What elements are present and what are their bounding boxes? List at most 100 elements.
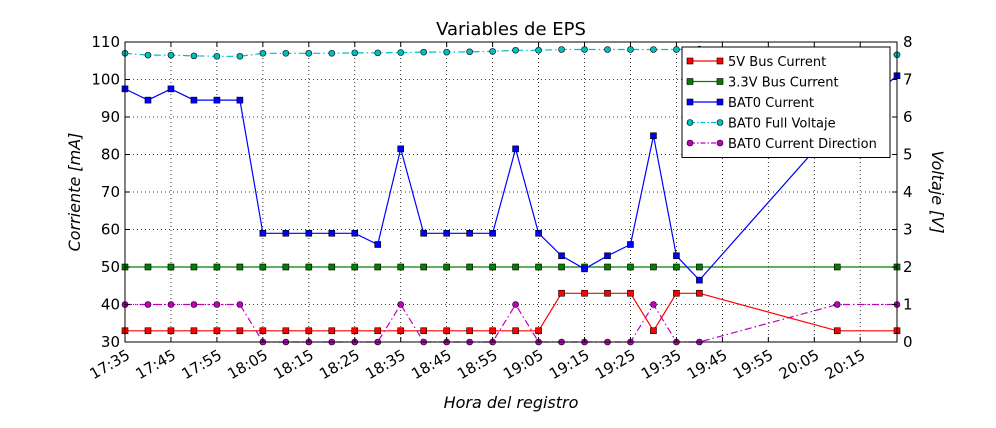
data-point [397,145,405,153]
data-point [282,327,290,335]
data-point [443,229,450,237]
y2-tick-label: 2 [903,258,913,276]
data-point [236,52,244,60]
data-point [167,85,175,93]
data-point [443,327,450,335]
x-tick-label: 18:15 [270,346,316,383]
data-point [397,263,405,271]
data-point [236,301,244,308]
legend-marker [716,78,724,85]
data-point [604,46,611,53]
data-point [627,263,634,271]
legend-item: BAT0 Current Direction [686,137,877,152]
series-line [124,75,898,281]
data-point [397,301,405,308]
data-point [397,49,405,56]
data-point [420,263,427,271]
x-axis-title: Hora del registro [444,393,579,412]
data-point [144,301,152,308]
legend: 5V Bus Current 3.3V Bus Current BAT0 Curre… [681,46,891,158]
data-point [190,327,198,335]
data-point [236,96,244,104]
y-tick-label: 80 [101,146,120,164]
data-point [512,263,519,271]
data-point [167,263,175,271]
data-point [351,263,359,271]
data-point [558,46,565,53]
data-point [328,327,336,335]
data-point [512,301,519,308]
y-tick-label: 60 [101,221,120,239]
legend-label: BAT0 Full Voltaje [728,117,836,132]
series-layer [121,45,901,346]
data-point [650,132,657,140]
data-point [144,96,152,104]
data-point [650,327,657,335]
data-point [650,46,657,53]
x-tick-label: 19:45 [684,346,730,383]
legend-marker [716,98,724,106]
data-point [259,49,267,57]
y-tick-label: 110 [91,33,120,51]
legend-label: BAT0 Current [728,96,814,111]
x-tick-label: 20:15 [822,346,868,383]
data-point [351,49,359,57]
data-point [282,49,290,57]
y-tick-label: 50 [101,258,120,276]
x-tick-label: 19:55 [730,346,776,383]
data-point [581,265,588,273]
data-point [443,263,450,271]
data-point [374,327,382,335]
data-point [558,252,565,260]
data-point [213,263,221,271]
data-point [259,229,267,237]
y-axis-title: Corriente [mA] [65,133,84,252]
data-point [833,263,841,271]
data-point [581,289,588,297]
x-tick-label: 18:25 [316,346,362,383]
data-point [282,263,290,271]
data-point [305,229,313,237]
data-point [650,301,657,308]
data-point [627,289,634,297]
x-tick-label: 17:35 [87,346,133,383]
y-tick-label: 100 [91,71,120,89]
data-point [144,51,152,59]
x-tick-label: 19:35 [638,346,684,383]
data-point [167,327,175,335]
data-point [282,229,290,237]
y2-tick-label: 6 [903,108,913,126]
data-point [466,327,473,335]
legend-marker [716,119,724,126]
x-tick-label: 18:05 [224,346,270,383]
data-point [512,327,519,335]
legend-marker [716,139,724,147]
data-point [535,229,542,237]
series-bat0-full-voltaje [121,45,901,60]
legend-marker [686,78,694,85]
data-point [259,327,267,335]
y2-tick-label: 0 [903,333,913,351]
data-point [696,289,703,297]
y2-tick-label: 3 [903,221,913,239]
data-point [604,263,611,271]
y-tick-label: 30 [101,333,120,351]
data-point [351,327,359,335]
data-point [673,46,680,53]
x-tick-label: 20:05 [776,346,822,383]
x-tick-label: 17:45 [133,346,179,383]
data-point [236,327,244,335]
data-point [190,52,198,60]
y2-tick-label: 7 [903,71,913,89]
y2-tick-label: 1 [903,296,913,314]
data-point [466,48,473,56]
data-point [420,229,427,237]
data-point [305,327,313,335]
data-point [833,327,841,335]
legend-item: 3.3V Bus Current [686,76,839,91]
data-point [833,301,841,308]
data-point [696,276,703,284]
y2-tick-label: 4 [903,183,913,201]
data-point [489,327,496,335]
data-point [190,96,198,104]
